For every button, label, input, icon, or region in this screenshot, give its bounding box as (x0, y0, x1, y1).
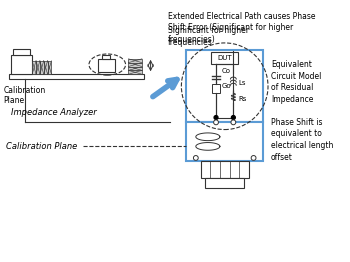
Text: Calibration Plane: Calibration Plane (6, 142, 77, 151)
FancyBboxPatch shape (201, 161, 249, 178)
Text: Phase Shift is
equivalent to
electrical length
offset: Phase Shift is equivalent to electrical … (271, 118, 333, 162)
Circle shape (194, 156, 198, 160)
FancyBboxPatch shape (128, 63, 142, 67)
FancyBboxPatch shape (11, 55, 32, 74)
Circle shape (231, 120, 236, 125)
Text: Significant for higher
frequencies: Significant for higher frequencies (168, 26, 249, 47)
FancyBboxPatch shape (36, 61, 40, 74)
FancyBboxPatch shape (48, 61, 51, 74)
Circle shape (214, 116, 218, 119)
Text: Rs: Rs (238, 96, 246, 102)
Text: Extended Electrical Path causes Phase
Shift Error (Significant for higher
freque: Extended Electrical Path causes Phase Sh… (168, 12, 315, 44)
FancyBboxPatch shape (13, 49, 30, 55)
FancyBboxPatch shape (128, 67, 142, 70)
FancyBboxPatch shape (32, 61, 36, 74)
Circle shape (251, 156, 256, 160)
FancyArrowPatch shape (153, 79, 177, 97)
FancyBboxPatch shape (212, 84, 220, 94)
Circle shape (231, 116, 235, 119)
Text: Equivalent
Circuit Model
of Residual
Impedance: Equivalent Circuit Model of Residual Imp… (271, 60, 321, 104)
Text: Ls: Ls (238, 80, 246, 86)
Text: Calibration
Plane: Calibration Plane (3, 86, 46, 105)
Text: Co: Co (222, 68, 231, 74)
FancyBboxPatch shape (186, 50, 263, 122)
FancyBboxPatch shape (128, 70, 142, 74)
FancyBboxPatch shape (186, 122, 263, 161)
FancyBboxPatch shape (205, 178, 244, 188)
FancyBboxPatch shape (9, 74, 144, 79)
FancyBboxPatch shape (211, 52, 238, 64)
Text: Impedance Analyzer: Impedance Analyzer (11, 108, 97, 117)
FancyBboxPatch shape (98, 59, 115, 72)
FancyBboxPatch shape (40, 61, 44, 74)
Circle shape (214, 120, 218, 125)
Text: Go: Go (222, 83, 231, 89)
FancyBboxPatch shape (128, 59, 142, 63)
FancyBboxPatch shape (103, 55, 110, 59)
FancyBboxPatch shape (44, 61, 48, 74)
Text: DUT: DUT (217, 55, 232, 61)
